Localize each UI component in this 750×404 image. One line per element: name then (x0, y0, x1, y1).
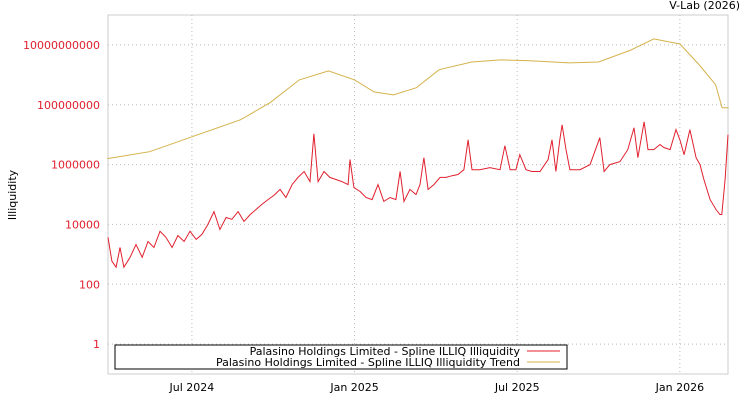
legend-label-illiquidity: Palasino Holdings Limited - Spline ILLIQ… (250, 345, 521, 358)
y-axis-ticks: 1 100 10000 1000000 100000000 10000000000 (23, 39, 100, 351)
credit-label: V-Lab (2026) (669, 0, 740, 12)
y-tick-label: 10000 (65, 218, 100, 231)
y-axis-label: Illiquidity (6, 169, 19, 220)
plot-area (107, 14, 729, 375)
y-tick-label: 100000000 (37, 99, 100, 112)
x-tick-label: Jan 2026 (655, 381, 704, 394)
y-tick-label: 100 (79, 278, 100, 291)
series-lines (107, 38, 729, 269)
legend-label-trend: Palasino Holdings Limited - Spline ILLIQ… (216, 356, 520, 369)
x-tick-label: Jan 2025 (329, 381, 378, 394)
y-tick-label: 1 (93, 338, 100, 351)
legend: Palasino Holdings Limited - Spline ILLIQ… (114, 344, 568, 370)
illiquidity-trend-line (107, 38, 729, 160)
y-tick-label: 10000000000 (23, 39, 100, 52)
x-axis-ticks: Jul 2024 Jan 2025 Jul 2025 Jan 2026 (169, 381, 705, 394)
y-tick-label: 1000000 (51, 159, 100, 172)
x-tick-label: Jul 2025 (494, 381, 540, 394)
legend-box (114, 344, 568, 370)
illiquidity-line (107, 121, 729, 269)
x-tick-label: Jul 2024 (169, 381, 215, 394)
grid (108, 15, 728, 374)
